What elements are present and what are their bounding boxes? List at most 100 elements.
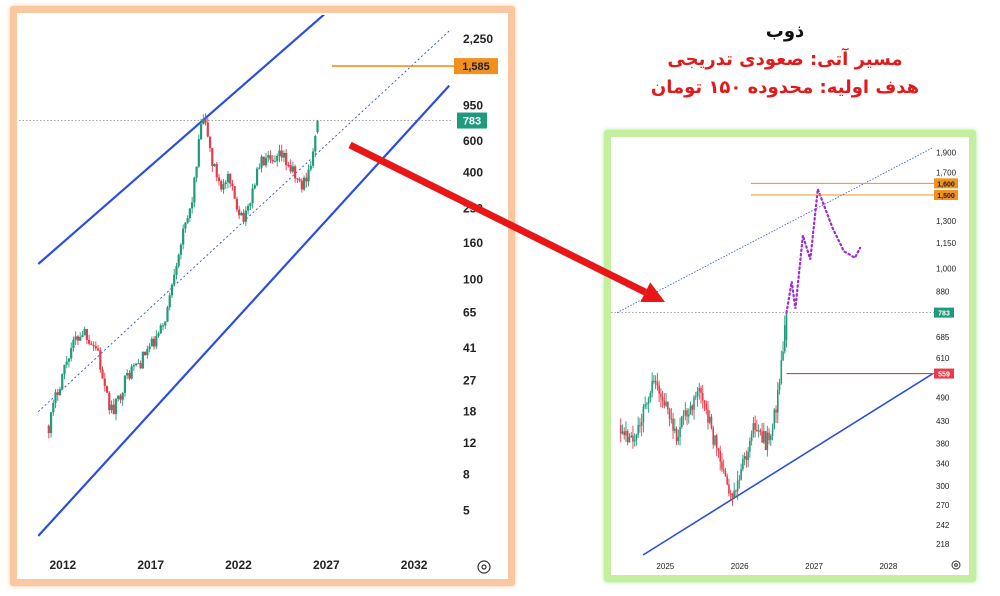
candle-body xyxy=(625,430,627,436)
candle-body xyxy=(749,440,751,452)
candle-body xyxy=(635,434,638,441)
target-level-label: 1,600 xyxy=(937,181,955,188)
annotation-title: ذوب مسیر آتی: صعودی تدریجی هدف اولیه: مح… xyxy=(600,18,970,102)
candle-body xyxy=(271,159,274,162)
candle-body xyxy=(188,208,191,219)
candle-body xyxy=(717,448,720,451)
candle-body xyxy=(740,469,742,480)
candle-body xyxy=(76,336,80,341)
candle-body xyxy=(289,165,292,172)
y-tick-label: 5 xyxy=(463,504,470,518)
candle-body xyxy=(123,375,127,393)
candle-body xyxy=(665,401,667,406)
y-tick-label: 1,300 xyxy=(936,217,957,226)
gear-icon-ring xyxy=(477,560,491,574)
candle-body xyxy=(103,378,106,387)
candle-body xyxy=(173,274,176,285)
candle-body xyxy=(191,202,194,209)
target-level-tag xyxy=(934,178,958,189)
y-tick-label: 270 xyxy=(936,501,950,510)
candle-body xyxy=(168,295,171,308)
candle-body xyxy=(231,183,234,187)
candle-body xyxy=(193,177,196,203)
y-tick-label: 2,250 xyxy=(463,32,493,46)
candle-body xyxy=(750,434,753,441)
candle-body xyxy=(783,325,786,352)
gear-icon-hub xyxy=(481,564,487,570)
candle-body xyxy=(674,428,676,431)
candle-body xyxy=(653,380,655,382)
candle-body xyxy=(117,395,120,400)
candle-body xyxy=(651,381,653,393)
candle-body xyxy=(621,431,624,434)
candle-body xyxy=(644,404,646,407)
candle-body xyxy=(139,363,142,369)
candle-body xyxy=(85,329,88,340)
candle-body xyxy=(712,428,715,445)
target-price-label: 1,585 xyxy=(462,61,490,73)
candle-body xyxy=(729,493,732,495)
candle-body xyxy=(675,428,678,442)
candles xyxy=(619,311,788,507)
candle-body xyxy=(682,415,685,417)
candle-body xyxy=(649,392,652,399)
candle-body xyxy=(247,206,250,211)
channel-upper-line xyxy=(37,15,326,265)
candle-body xyxy=(161,325,165,327)
candle-body xyxy=(672,418,674,431)
y-tick-label: 400 xyxy=(463,165,483,179)
candle-body xyxy=(182,228,185,245)
y-tick-label: 65 xyxy=(463,306,477,320)
candle-body xyxy=(150,338,153,347)
candle-body xyxy=(311,151,315,166)
candle-body xyxy=(206,122,209,137)
x-tick-label: 2027 xyxy=(805,562,823,571)
candle-body xyxy=(628,437,631,443)
x-tick-label: 2025 xyxy=(656,562,674,571)
candle-body xyxy=(747,451,749,460)
y-tick-label: 1,000 xyxy=(936,264,957,273)
candle-body xyxy=(170,284,174,296)
candle-body xyxy=(305,177,308,182)
x-tick-label: 2026 xyxy=(731,562,749,571)
candle-body xyxy=(626,430,629,443)
x-axis-ticks: 2025 2026 2027 2028 xyxy=(656,562,897,571)
target-text: هدف اولیه: محدوده ۱۵۰ تومان xyxy=(650,77,920,98)
candle-body xyxy=(229,174,232,184)
current-price-tag xyxy=(934,307,954,318)
candle-body xyxy=(719,450,722,462)
candle-body xyxy=(184,222,187,229)
y-tick-label: 100 xyxy=(463,272,483,286)
candle-body xyxy=(92,344,95,347)
candle-body xyxy=(642,406,645,423)
candle-body xyxy=(204,118,207,123)
candle-body xyxy=(262,156,265,166)
candle-body xyxy=(83,329,86,336)
candle-body xyxy=(681,416,683,428)
current-price-label: 783 xyxy=(463,116,481,128)
candle-body xyxy=(235,198,239,210)
y-tick-label: 160 xyxy=(463,236,483,250)
candle-body xyxy=(770,435,772,441)
candle-body xyxy=(710,416,713,429)
candle-body xyxy=(756,429,758,432)
candle-body xyxy=(244,210,247,222)
candle-body xyxy=(177,254,180,267)
candle-body xyxy=(126,373,129,376)
candle-body xyxy=(56,392,59,396)
x-tick-label: 2027 xyxy=(313,558,340,572)
current-price-label: 783 xyxy=(938,311,950,318)
plot-area xyxy=(616,147,933,556)
candle-body xyxy=(694,396,697,398)
candle-body xyxy=(754,423,756,430)
candle-body xyxy=(213,164,216,167)
candle-body xyxy=(130,366,133,379)
candle-body xyxy=(724,470,727,477)
candle-body xyxy=(691,405,694,410)
candle-body xyxy=(202,118,205,125)
candle-body xyxy=(630,435,632,438)
candle-body xyxy=(656,382,659,386)
candle-body xyxy=(287,165,290,167)
y-axis-ticks: 1,900 1,700 1,300 1,150 1,000 880 685 610 490 430… xyxy=(936,148,957,549)
candle-body xyxy=(70,348,73,359)
